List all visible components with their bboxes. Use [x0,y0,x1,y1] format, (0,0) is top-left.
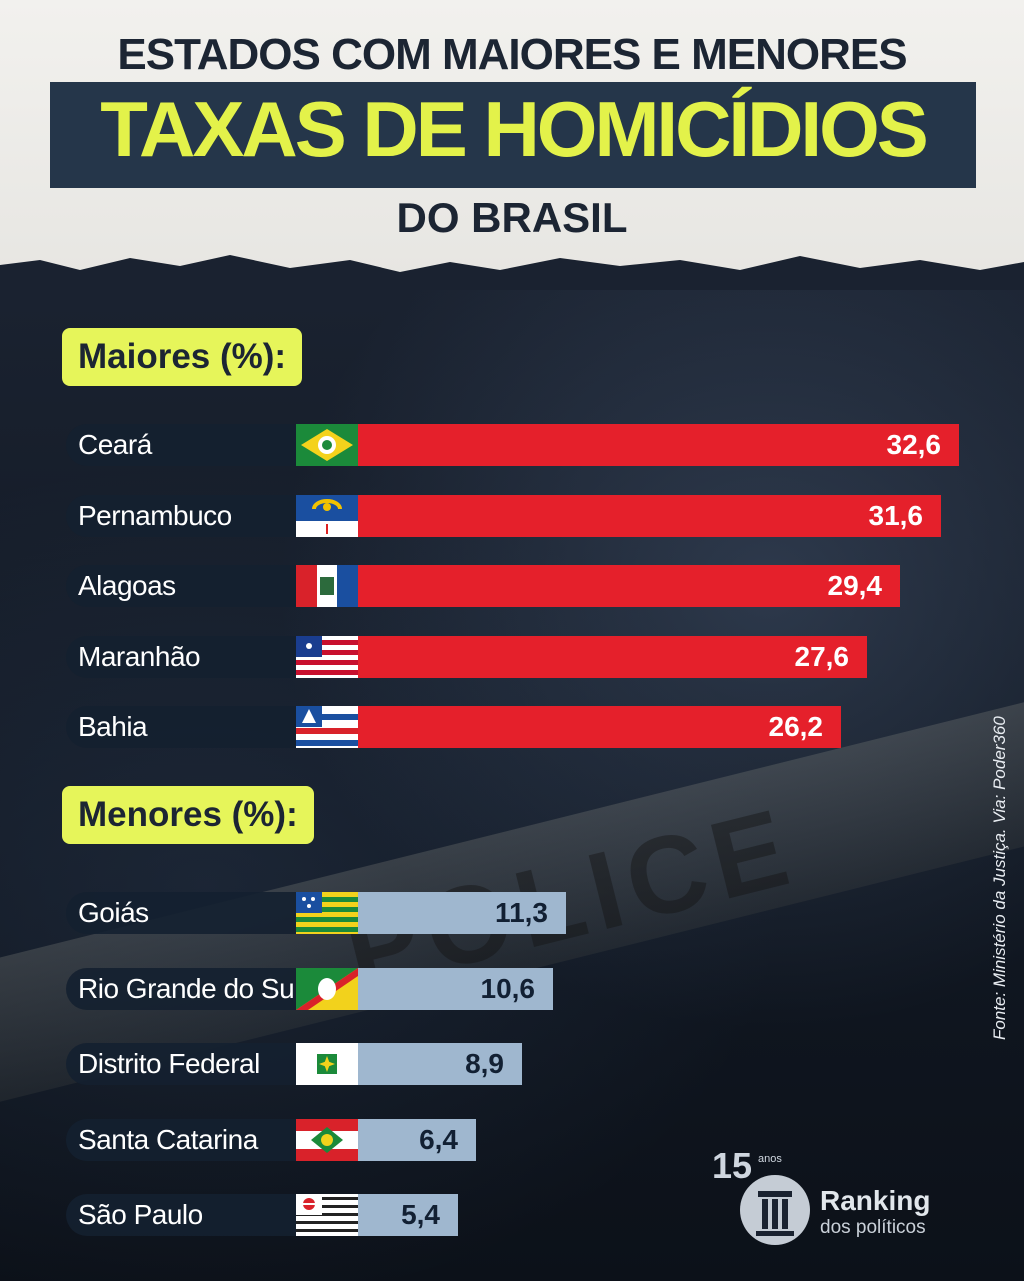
data-label: 27,6 [794,640,850,672]
data-label: 11,3 [495,897,548,928]
bar: 8,9 [358,1043,522,1085]
data-label: 10,6 [480,972,536,1004]
category-label: Ceará [78,429,152,460]
category-label: Alagoas [78,570,176,601]
bar: 26,2 [358,706,841,748]
data-label: 29,4 [827,570,883,601]
category-label: São Paulo [78,1199,203,1230]
data-label: 26,2 [768,711,824,742]
bar: 27,6 [358,635,867,678]
data-label: 6,4 [419,1123,458,1155]
title-line-1: ESTADOS COM MAIORES E MENORES [117,30,907,79]
category-label: Santa Catarina [78,1123,258,1155]
goias-flag-icon [296,892,358,934]
maiores-section-label: Maiores (%): [62,328,303,386]
bar: 5,4 [358,1194,458,1236]
bar: 29,4 [358,565,900,607]
category-label: Goiás [78,897,149,928]
sao-paulo-flag-icon [296,1194,358,1236]
category-label: Maranhão [78,640,201,672]
data-label: 31,6 [868,499,924,531]
title-band [50,82,976,188]
category-label: Distrito Federal [78,1048,260,1079]
category-label: Rio Grande do Sul [78,972,300,1004]
bar: 11,3 [358,892,566,934]
bar: 10,6 [358,967,553,1010]
bahia-flag-icon [296,706,358,748]
category-label: Bahia [78,711,148,742]
santa-catarina-flag-icon [296,1118,358,1161]
menores-section-label: Menores (%): [62,786,314,844]
category-label: Pernambuco [78,499,232,531]
maranhao-flag-icon [296,635,358,678]
title-line-3: DO BRASIL [396,194,628,241]
logo-subtitle: dos políticos [820,1217,926,1238]
distrito-federal-flag-icon [296,1043,358,1085]
ranking-logo: 15 anos Ranking dos políticos [712,1145,972,1255]
bar: 32,6 [358,424,959,466]
logo-name: Ranking [820,1185,931,1216]
logo-column-icon [740,1175,810,1245]
rio-grande-do-sul-flag-icon [296,967,358,1010]
logo-number: 15 [712,1145,753,1186]
data-label: 32,6 [886,429,942,460]
logo-years: anos [758,1153,782,1165]
alagoas-flag-icon [296,565,358,607]
bar: 31,6 [358,494,941,537]
bar: 6,4 [358,1118,476,1161]
source-note: Fonte: Ministério da Justiça. Via: Poder… [990,716,1009,1040]
data-label: 5,4 [401,1199,440,1230]
title-line-2: TAXAS DE HOMICÍDIOS [100,85,929,173]
ceara-flag-icon [296,424,358,466]
data-label: 8,9 [465,1048,504,1079]
pernambuco-flag-icon [296,494,358,537]
